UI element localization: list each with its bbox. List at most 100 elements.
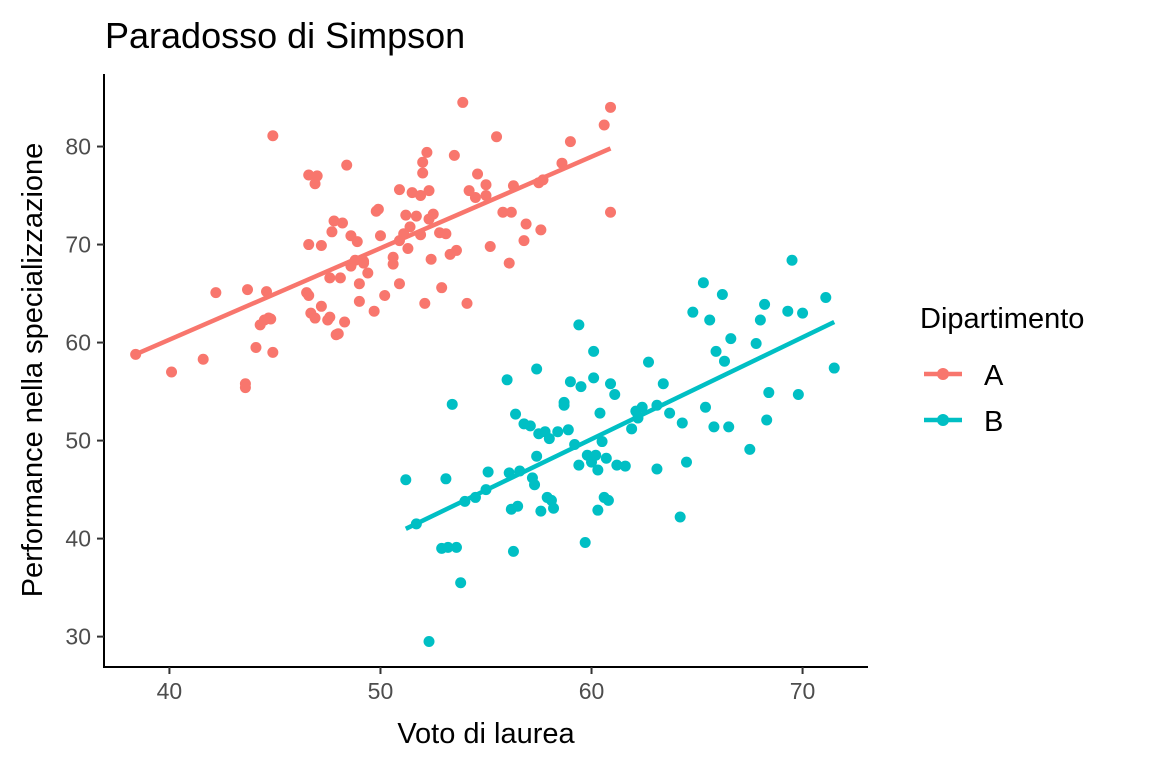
- data-point-B: [657, 378, 669, 390]
- data-point-A: [393, 278, 405, 290]
- data-point-B: [558, 399, 570, 411]
- data-point-A: [267, 130, 279, 142]
- data-point-B: [529, 479, 541, 491]
- data-point-B: [619, 460, 631, 472]
- legend: Dipartimento AB: [920, 303, 1084, 438]
- data-point-A: [400, 209, 412, 221]
- data-point-B: [754, 314, 766, 326]
- data-point-A: [535, 224, 547, 236]
- data-point-A: [339, 316, 351, 328]
- data-point-B: [828, 362, 840, 374]
- data-point-A: [265, 313, 277, 325]
- data-point-A: [336, 217, 348, 229]
- data-point-B: [535, 505, 547, 517]
- data-point-B: [716, 289, 728, 301]
- data-point-B: [573, 459, 585, 471]
- data-point-B: [575, 381, 587, 393]
- data-point-A: [503, 257, 515, 269]
- data-point-B: [699, 401, 711, 413]
- data-point-A: [166, 366, 178, 378]
- data-point-A: [374, 230, 386, 242]
- data-point-A: [326, 226, 338, 238]
- x-axis-title: Voto di laurea: [397, 718, 575, 750]
- x-axis-ticks: 40 50 60 70: [157, 667, 815, 704]
- data-point-B: [704, 314, 716, 326]
- data-point-A: [334, 272, 346, 284]
- data-point-A: [387, 258, 399, 270]
- data-point-B: [594, 407, 606, 419]
- data-point-B: [512, 500, 524, 512]
- data-point-A: [480, 190, 492, 202]
- data-point-B: [761, 414, 773, 426]
- data-point-A: [351, 236, 363, 248]
- data-point-A: [303, 290, 315, 302]
- data-point-A: [423, 185, 435, 197]
- y-tick-label: 80: [65, 134, 91, 160]
- data-point-B: [643, 356, 655, 368]
- trend-line-B: [404, 319, 836, 531]
- data-point-A: [341, 159, 353, 171]
- legend-item-B: B: [924, 406, 1003, 438]
- trend-line-A: [134, 146, 612, 357]
- data-point-B: [440, 473, 452, 485]
- data-point-B: [588, 372, 600, 384]
- data-point-A: [469, 192, 481, 204]
- data-point-A: [472, 168, 484, 180]
- data-point-B: [552, 426, 564, 438]
- data-point-A: [436, 282, 448, 294]
- series-B: [400, 254, 840, 648]
- data-point-B: [708, 421, 720, 433]
- data-point-A: [303, 239, 315, 251]
- data-point-B: [626, 423, 638, 435]
- data-point-A: [440, 228, 452, 240]
- data-point-A: [404, 221, 416, 233]
- data-point-A: [311, 170, 323, 182]
- data-point-B: [543, 433, 555, 445]
- data-point-B: [602, 494, 614, 506]
- data-point-A: [415, 190, 427, 202]
- data-point-B: [501, 374, 513, 386]
- data-point-B: [524, 420, 536, 432]
- data-point-B: [455, 577, 467, 589]
- data-point-A: [379, 290, 391, 302]
- x-tick-label: 60: [579, 678, 605, 704]
- data-point-B: [590, 449, 602, 461]
- legend-key-dot: [937, 414, 949, 426]
- data-point-A: [605, 206, 617, 218]
- data-point-B: [674, 511, 686, 523]
- data-point-A: [372, 203, 384, 215]
- y-axis-title: Performance nella specializzazione: [17, 143, 49, 598]
- data-point-B: [482, 466, 494, 478]
- data-point-B: [725, 333, 737, 345]
- data-point-B: [400, 474, 412, 486]
- legend-items: AB: [924, 360, 1004, 438]
- legend-key-dot: [937, 368, 949, 380]
- data-point-B: [507, 545, 519, 557]
- data-point-A: [518, 235, 530, 247]
- data-point-A: [484, 241, 496, 253]
- data-point-A: [324, 272, 336, 284]
- plot-area: 40 50 60 70 30 40 50 60 70 80: [65, 74, 868, 704]
- data-point-B: [531, 450, 543, 462]
- y-tick-label: 40: [65, 526, 91, 552]
- data-point-B: [792, 389, 804, 401]
- data-point-A: [605, 101, 617, 113]
- legend-title: Dipartimento: [920, 303, 1084, 335]
- data-point-B: [605, 378, 617, 390]
- data-point-A: [505, 206, 517, 218]
- data-point-B: [797, 307, 809, 319]
- data-point-B: [450, 541, 462, 553]
- y-axis-ticks: 30 40 50 60 70 80: [65, 134, 104, 650]
- data-point-A: [520, 218, 532, 230]
- data-point-A: [393, 184, 405, 196]
- data-point-A: [450, 244, 462, 256]
- data-point-B: [564, 376, 576, 388]
- data-point-B: [446, 398, 458, 410]
- data-point-B: [562, 424, 574, 436]
- series-A: [130, 96, 617, 394]
- data-point-B: [600, 452, 612, 464]
- data-point-A: [362, 267, 374, 279]
- data-point-B: [723, 421, 735, 433]
- legend-item-A: A: [924, 360, 1004, 392]
